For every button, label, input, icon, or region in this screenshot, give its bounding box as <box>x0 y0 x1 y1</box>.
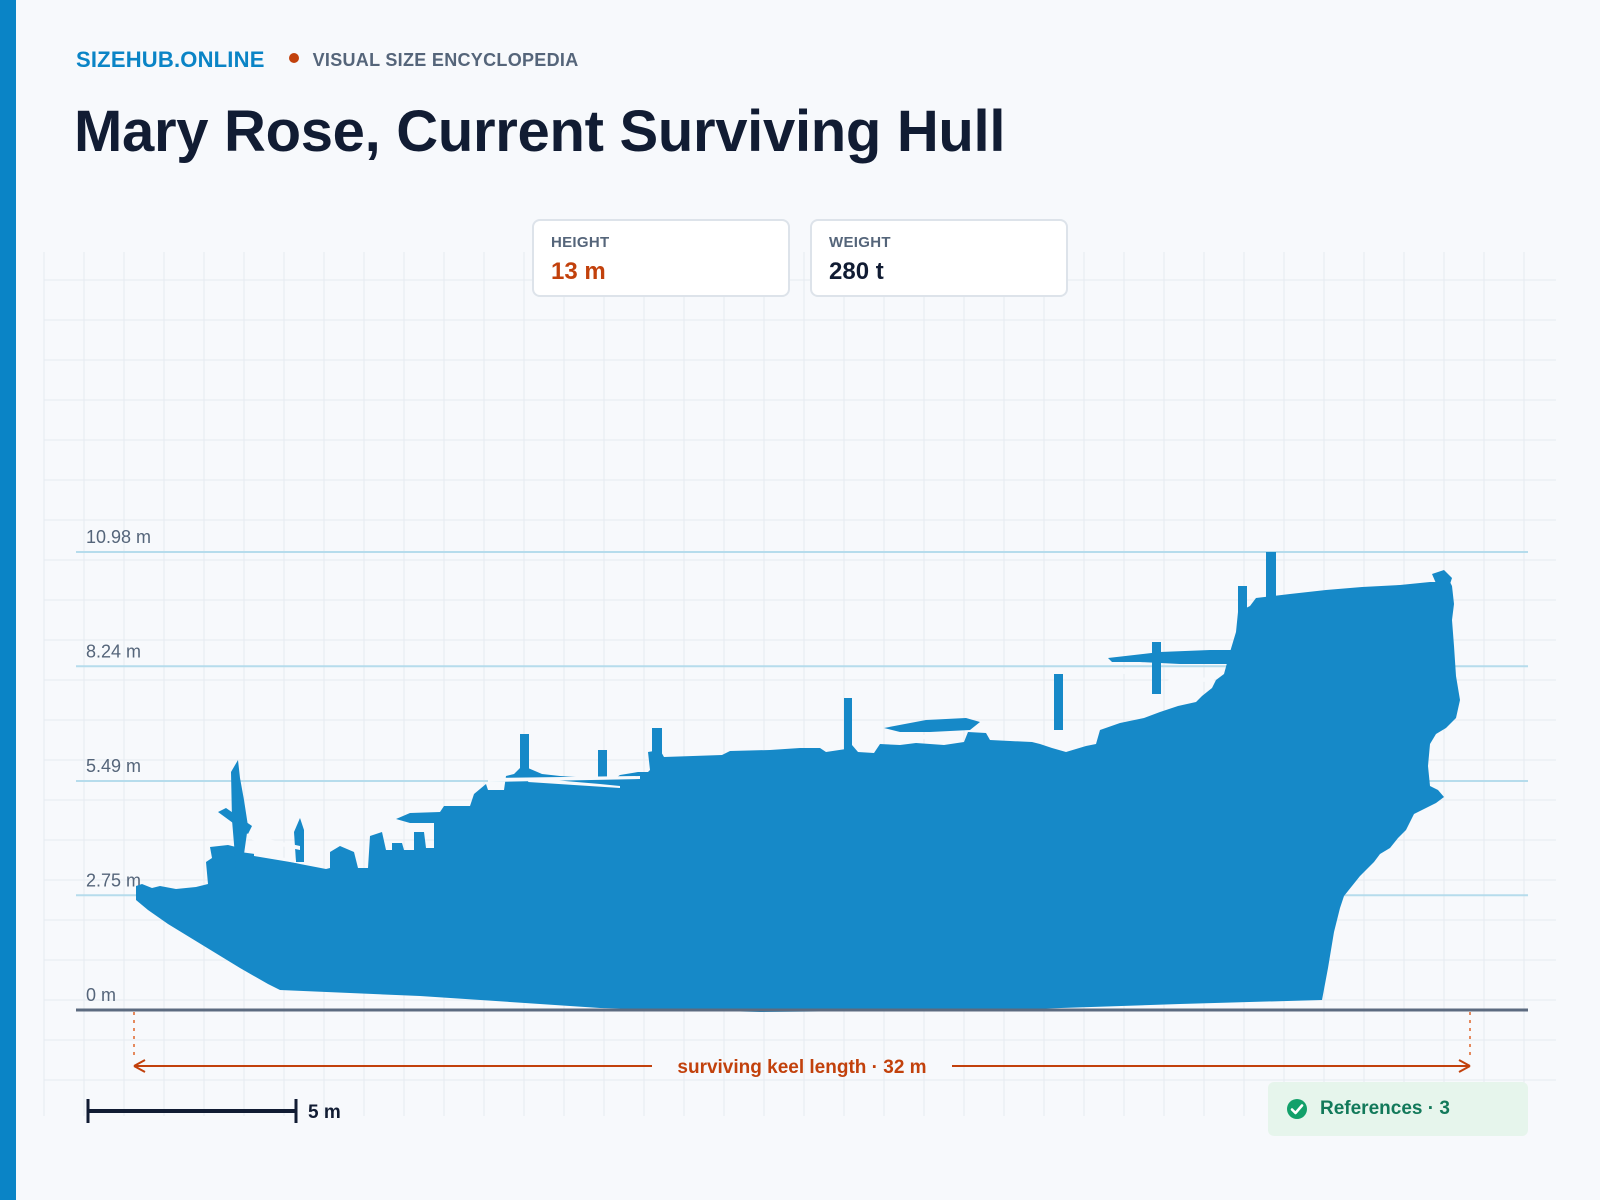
arrow-right-icon <box>1458 1059 1471 1073</box>
level-label: 0 m <box>86 985 116 1005</box>
level-label: 5.49 m <box>86 756 141 776</box>
height-stat-label: HEIGHT <box>551 234 610 251</box>
mid-deck-overhang <box>884 718 980 732</box>
deck-frame-3 <box>652 728 662 758</box>
tagline: VISUAL SIZE ENCYCLOPEDIA <box>312 49 579 70</box>
bow-post <box>1266 552 1276 600</box>
separator-dot-icon <box>288 53 299 63</box>
ship-silhouette <box>136 552 1460 1012</box>
gap <box>254 852 296 863</box>
gap <box>1100 668 1150 675</box>
keel-measure: surviving keel length · 32 m <box>133 1012 1471 1078</box>
scale-bar: 5 m <box>86 1099 341 1123</box>
gap <box>528 778 620 788</box>
bow-edge-fringe <box>1432 570 1452 590</box>
weight-stat-label: WEIGHT <box>829 234 891 251</box>
brand-row: SIZEHUB.ONLINE VISUAL SIZE ENCYCLOPEDIA <box>76 47 579 73</box>
deck-frame-6 <box>1152 642 1161 694</box>
height-stat-card: HEIGHT 13 m <box>532 219 790 297</box>
brand-link[interactable]: SIZEHUB.ONLINE <box>76 47 265 72</box>
level-label: 8.24 m <box>86 641 141 661</box>
keel-length-label: surviving keel length · 32 m <box>677 1057 926 1078</box>
page-title: Mary Rose, Current Surviving Hull <box>74 99 1006 164</box>
references-button[interactable]: References · 3 <box>1268 1082 1528 1136</box>
bow-frame-1 <box>1238 586 1247 630</box>
accent-sidebar-stripe <box>0 0 16 1200</box>
gap <box>488 776 640 782</box>
ship-silhouette-gaps <box>252 668 1214 863</box>
scale-bar-label: 5 m <box>308 1102 341 1123</box>
weight-stat-value: 280 t <box>829 258 884 285</box>
forecastle-overhang <box>1108 650 1234 664</box>
gap <box>1168 676 1214 682</box>
height-stat-value: 13 m <box>551 258 606 285</box>
deck-frame-4 <box>844 698 852 750</box>
hull-silhouette <box>136 582 1460 1012</box>
deck-frame-5 <box>1054 674 1063 730</box>
deck-frame-1 <box>520 734 529 782</box>
level-label: 10.98 m <box>86 527 151 547</box>
references-label: References · 3 <box>1320 1098 1450 1119</box>
stern-rib-2 <box>294 818 304 862</box>
gap <box>252 836 300 850</box>
weight-stat-card: WEIGHT 280 t <box>810 219 1068 297</box>
deck-frame-2 <box>598 750 607 784</box>
check-circle-icon <box>1287 1099 1307 1119</box>
gap <box>894 734 950 740</box>
stern-rib-1 <box>218 808 252 834</box>
level-label: 2.75 m <box>86 870 141 890</box>
arrow-left-icon <box>133 1059 146 1073</box>
stern-post <box>231 760 248 868</box>
